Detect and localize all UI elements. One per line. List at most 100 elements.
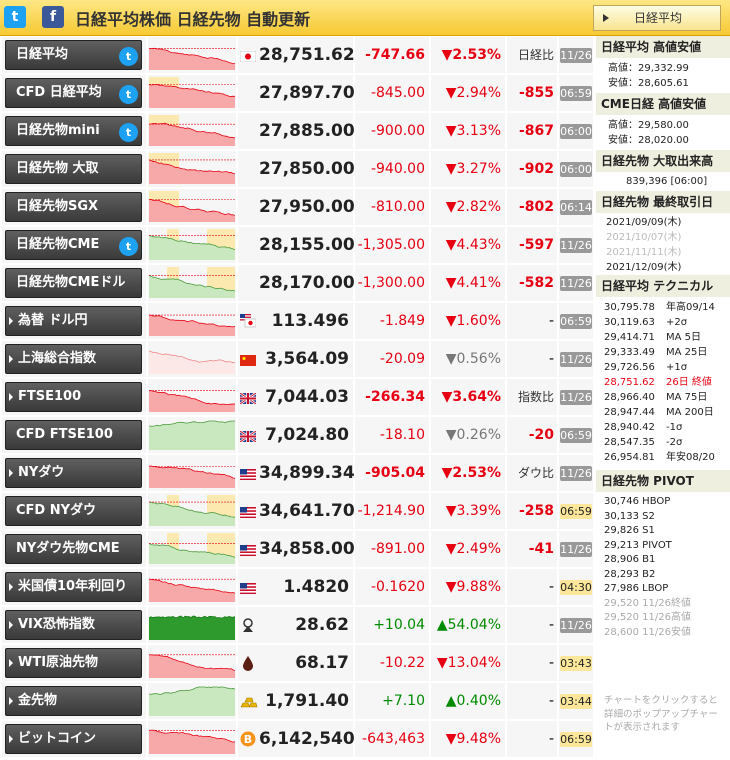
update-time: 06:00 (559, 113, 593, 149)
mini-chart[interactable] (148, 417, 236, 453)
twitter-icon[interactable]: t (119, 123, 138, 142)
mini-chart[interactable] (148, 721, 236, 757)
twitter-icon[interactable]: t (119, 47, 138, 66)
twitter-share-icon[interactable]: t (4, 6, 26, 28)
instrument-button[interactable]: 日経先物CMEドル (5, 268, 142, 298)
instrument-cell: 日経先物SGX (2, 189, 146, 225)
price-value: 34,858.00 (259, 531, 353, 567)
comparison-value: -582 (507, 265, 557, 301)
percent-change: ▼3.13% (431, 113, 505, 149)
blank-flag (238, 227, 259, 263)
percent-change: ▼2.53% (431, 37, 505, 73)
instrument-button[interactable]: 日経平均 t (5, 40, 142, 70)
mini-chart[interactable] (148, 341, 236, 377)
us-flag-icon (238, 493, 259, 529)
instrument-button[interactable]: 日経先物mini t (5, 116, 142, 146)
mini-chart[interactable] (148, 265, 236, 301)
technical-label: MA 5日 (666, 332, 701, 343)
update-time: 11/26 (559, 379, 593, 415)
technical-line: 28,966.40 MA 75日 (596, 390, 730, 405)
mini-chart[interactable] (148, 37, 236, 73)
usjp-flag-icon (238, 303, 259, 339)
cme-high: 高値：29,580.00 (596, 115, 730, 133)
mini-chart[interactable] (148, 569, 236, 605)
comparison-value: -802 (507, 189, 557, 225)
nikkei-high-low-heading: 日経平均 高値安値 (596, 36, 730, 58)
comparison-value: -258 (507, 493, 557, 529)
us-flag-icon (238, 455, 259, 491)
mini-chart[interactable] (148, 645, 236, 681)
instrument-button[interactable]: NYダウ先物CME (5, 534, 142, 564)
instrument-button[interactable]: 日経先物CME t (5, 230, 142, 260)
instrument-button[interactable]: 金先物 (5, 686, 142, 716)
instrument-button[interactable]: CFD 日経平均 t (5, 78, 142, 108)
mini-chart[interactable] (148, 189, 236, 225)
update-time: 06:59 (559, 75, 593, 111)
mini-chart[interactable] (148, 75, 236, 111)
technical-value: 26,954.81 (604, 450, 666, 465)
instrument-name: CFD 日経平均 (16, 85, 102, 100)
comparison-value: -902 (507, 151, 557, 187)
instrument-button[interactable]: FTSE100 (5, 382, 142, 412)
technical-label: 年安08/20 (666, 452, 715, 463)
price-value: 1,791.40 (259, 683, 353, 719)
mini-chart[interactable] (148, 531, 236, 567)
instrument-cell: FTSE100 (2, 379, 146, 415)
percent-change: ▼4.41% (431, 265, 505, 301)
time-badge: 03:44 (560, 694, 592, 709)
percent-change: ▼1.60% (431, 303, 505, 339)
time-badge: 11/26 (560, 542, 592, 557)
quote-row: CFD FTSE100 7,024.80 -18.10 ▼0.26% -20 06:59 (0, 416, 594, 454)
instrument-button[interactable]: VIX恐怖指数 (5, 610, 142, 640)
instrument-button[interactable]: 日経先物 大取 (5, 154, 142, 184)
update-time: 11/26 (559, 265, 593, 301)
price-value: 27,885.00 (259, 113, 353, 149)
price-value: 34,641.70 (259, 493, 353, 529)
technical-label: -2σ (666, 437, 682, 448)
change-value: -20.09 (355, 341, 429, 377)
mini-chart[interactable] (148, 113, 236, 149)
nikkei-low: 安値：28,605.61 (596, 76, 730, 93)
mini-chart[interactable] (148, 303, 236, 339)
mini-chart[interactable] (148, 683, 236, 719)
comparison-label: ダウ比 (507, 455, 557, 491)
change-value: -643,463 (355, 721, 429, 757)
instrument-button[interactable]: NYダウ (5, 458, 142, 488)
pivot-line: 29,213 PIVOT (596, 539, 730, 554)
instrument-button[interactable]: CFD NYダウ (5, 496, 142, 526)
instrument-button[interactable]: 日経先物SGX (5, 192, 142, 222)
twitter-icon[interactable]: t (119, 85, 138, 104)
mini-chart[interactable] (148, 151, 236, 187)
instrument-cell: 上海総合指数 (2, 341, 146, 377)
last-trading-day: 2021/10/07(木) (596, 230, 730, 245)
price-value: 27,897.70 (259, 75, 353, 111)
instrument-button[interactable]: CFD FTSE100 (5, 420, 142, 450)
mini-chart[interactable] (148, 607, 236, 643)
instrument-button[interactable]: WTI原油先物 (5, 648, 142, 678)
mini-chart[interactable] (148, 227, 236, 263)
mini-chart[interactable] (148, 379, 236, 415)
percent-change: ▲0.40% (431, 683, 505, 719)
twitter-icon[interactable]: t (119, 237, 138, 256)
last-trading-day: 2021/12/09(木) (596, 260, 730, 275)
tab-nikkei-average[interactable]: 日経平均 (593, 5, 721, 31)
facebook-share-icon[interactable]: f (42, 6, 64, 28)
technical-label: +2σ (666, 317, 687, 328)
technical-value: 30,795.78 (604, 300, 666, 315)
update-time: 06:59 (559, 721, 593, 757)
mini-chart[interactable] (148, 455, 236, 491)
technical-line: 28,751.62 26日 終値 (596, 375, 730, 390)
instrument-cell: WTI原油先物 (2, 645, 146, 681)
instrument-name: VIX恐怖指数 (10, 617, 95, 632)
instrument-button[interactable]: ビットコイン (5, 724, 142, 754)
side-panel: 日経平均 高値安値 高値：29,332.99 安値：28,605.61 CME日… (596, 36, 730, 760)
pivot-line: 28,293 B2 (596, 568, 730, 583)
cme-high-low-heading: CME日経 高値安値 (596, 93, 730, 115)
technical-line: 29,333.49 MA 25日 (596, 345, 730, 360)
instrument-name: 為替 ドル円 (10, 313, 88, 328)
instrument-button[interactable]: 米国債10年利回り (5, 572, 142, 602)
instrument-button[interactable]: 為替 ドル円 (5, 306, 142, 336)
mini-chart[interactable] (148, 493, 236, 529)
price-value: 6,142,540 (259, 721, 353, 757)
instrument-button[interactable]: 上海総合指数 (5, 344, 142, 374)
